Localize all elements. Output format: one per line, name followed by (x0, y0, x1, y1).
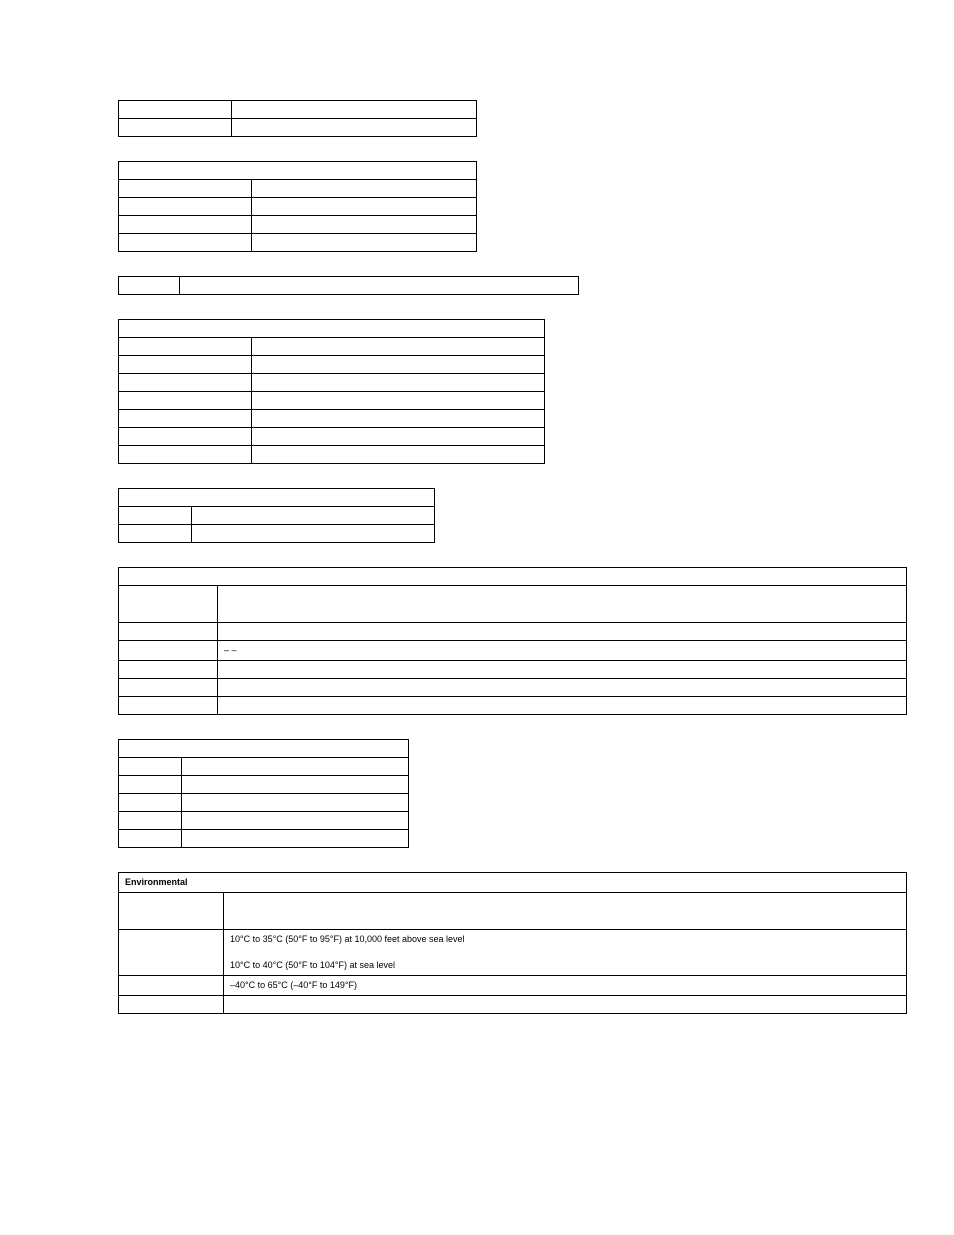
cell (119, 623, 218, 641)
cell (252, 180, 477, 198)
cell (218, 697, 907, 715)
cell (119, 893, 224, 930)
cell (119, 661, 218, 679)
cell (119, 198, 252, 216)
spec-table-5: – – (118, 567, 907, 715)
cell (119, 976, 224, 996)
cell (252, 338, 545, 356)
cell (119, 180, 252, 198)
spec-table-6 (118, 739, 409, 848)
cell (252, 428, 545, 446)
cell (119, 679, 218, 697)
cell (119, 356, 252, 374)
spec-table-4 (118, 488, 435, 543)
cell (119, 119, 232, 137)
cell (119, 216, 252, 234)
cell (232, 119, 477, 137)
cell (252, 374, 545, 392)
cell (119, 525, 192, 543)
spec-table-1 (118, 161, 477, 252)
cell (252, 234, 477, 252)
cell (218, 679, 907, 697)
cell (218, 661, 907, 679)
cell (252, 198, 477, 216)
cell (119, 812, 182, 830)
cell (252, 392, 545, 410)
cell (119, 758, 182, 776)
table-title (119, 162, 477, 180)
cell (252, 356, 545, 374)
cell (119, 586, 218, 623)
cell (119, 234, 252, 252)
table-title (119, 489, 435, 507)
cell (252, 410, 545, 428)
spec-table-7: Environmental 10°C to 35°C (50°F to 95°F)… (118, 872, 907, 1014)
cell (119, 392, 252, 410)
spec-table-0 (118, 100, 477, 137)
cell (182, 830, 409, 848)
cell (119, 830, 182, 848)
cell: –40°C to 65°C (–40°F to 149°F) (224, 976, 907, 996)
cell (182, 758, 409, 776)
cell (224, 893, 907, 930)
cell (119, 697, 218, 715)
cell (119, 338, 252, 356)
cell (192, 525, 435, 543)
cell: 10°C to 35°C (50°F to 95°F) at 10,000 fe… (224, 930, 907, 976)
cell (218, 623, 907, 641)
cell (182, 794, 409, 812)
spec-table-2 (118, 276, 579, 295)
cell (180, 277, 579, 295)
cell (182, 812, 409, 830)
cell (218, 586, 907, 623)
cell (252, 446, 545, 464)
cell (119, 794, 182, 812)
cell (119, 930, 224, 976)
table-title (119, 568, 907, 586)
cell (119, 277, 180, 295)
cell (252, 216, 477, 234)
spec-table-3 (118, 319, 545, 464)
cell (119, 776, 182, 794)
cell (119, 374, 252, 392)
cell (119, 428, 252, 446)
table-title: Environmental (119, 873, 907, 893)
cell (119, 641, 218, 661)
cell (119, 446, 252, 464)
table-title (119, 740, 409, 758)
cell (119, 410, 252, 428)
cell (119, 996, 224, 1014)
cell (192, 507, 435, 525)
table-title (119, 320, 545, 338)
cell (182, 776, 409, 794)
cell (119, 507, 192, 525)
cell (232, 101, 477, 119)
cell: – – (218, 641, 907, 661)
cell (224, 996, 907, 1014)
cell (119, 101, 232, 119)
